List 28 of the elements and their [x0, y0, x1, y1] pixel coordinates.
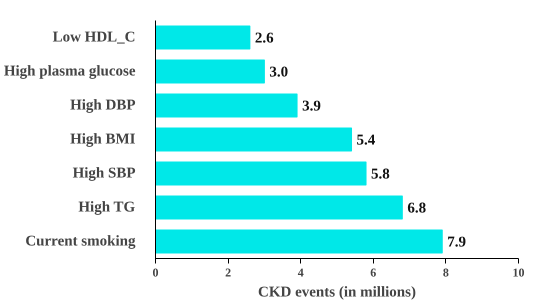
y-tick-label: High plasma glucose: [4, 64, 136, 80]
y-tick-label: Current smoking: [25, 234, 136, 250]
bar: [156, 229, 443, 254]
y-tick-label: High TG: [78, 200, 136, 216]
x-tick-label: 6: [370, 266, 376, 280]
x-tick-label: 0: [152, 266, 158, 280]
data-label: 5.4: [356, 132, 376, 148]
data-label: 3.0: [269, 64, 288, 80]
y-tick-label: High SBP: [72, 166, 136, 182]
bar: [156, 59, 265, 84]
x-axis-title: CKD events (in millions): [258, 284, 416, 300]
bar: [156, 195, 403, 220]
bar: [156, 127, 352, 152]
y-tick-label: High BMI: [70, 132, 136, 148]
y-tick-label: Low HDL_C: [52, 30, 136, 46]
bar: [156, 161, 367, 186]
x-tick-label: 8: [442, 266, 449, 280]
x-tick-label: 2: [225, 266, 232, 280]
bar: [156, 25, 250, 50]
data-label: 7.9: [447, 234, 466, 250]
data-label: 3.9: [302, 98, 321, 114]
x-tick-label: 4: [298, 266, 304, 280]
x-tick-label: 10: [512, 266, 524, 280]
data-label: 2.6: [254, 30, 274, 46]
data-label: 6.8: [407, 200, 426, 216]
y-tick-label: High DBP: [70, 98, 136, 114]
bar: [156, 93, 298, 118]
data-label: 5.8: [371, 166, 390, 182]
